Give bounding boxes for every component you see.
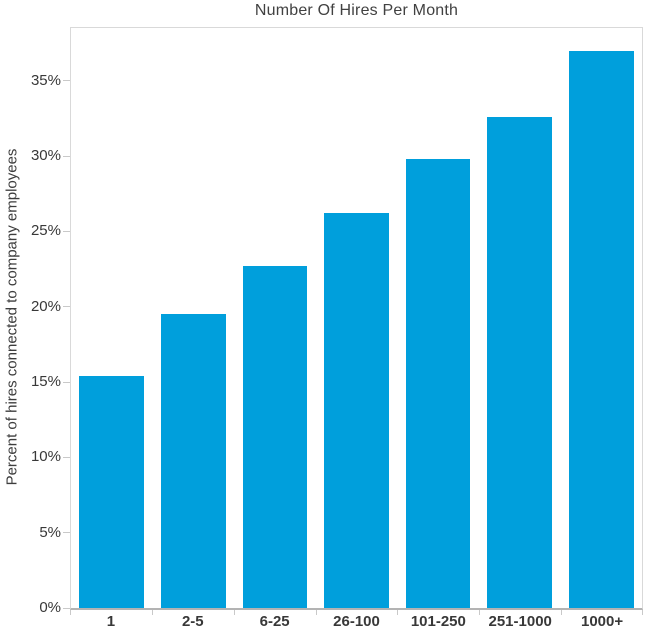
- y-tick-label: 5%: [39, 523, 61, 541]
- bar-26-100: [324, 213, 389, 608]
- x-tick-label: 1000+: [580, 613, 624, 630]
- y-tick-mark: [63, 306, 70, 308]
- bar-2-5: [160, 314, 226, 608]
- x-tick-mark: [479, 610, 481, 615]
- bar-slot-101-250: [397, 28, 479, 608]
- y-tick-label: 20%: [30, 297, 61, 315]
- y-axis-title: Percent of hires connected to company em…: [3, 148, 21, 486]
- y-tick-mark: [63, 532, 70, 534]
- bar-101-250: [405, 159, 471, 608]
- y-tick-label: 15%: [30, 373, 61, 391]
- bar-1: [79, 376, 145, 608]
- bar-slot-26-100: [316, 28, 398, 608]
- x-tick-mark: [561, 610, 563, 615]
- bar-slot-251-1000: [479, 28, 561, 608]
- bar-1000+: [568, 50, 634, 608]
- y-tick-label: 30%: [30, 147, 61, 165]
- y-tick-label: 25%: [30, 222, 61, 240]
- x-tick-mark: [315, 610, 317, 615]
- bar-slot-2-5: [153, 28, 235, 608]
- chart-title: Number Of Hires Per Month: [254, 2, 459, 19]
- bar-slot-1000+: [560, 28, 642, 608]
- x-tick-label: 6-25: [259, 613, 290, 630]
- y-tick-mark: [63, 80, 70, 82]
- y-tick-mark: [63, 230, 70, 232]
- y-tick-mark: [63, 381, 70, 383]
- x-tick-label: 101-250: [410, 613, 466, 630]
- y-tick-label: 10%: [30, 448, 61, 466]
- bar-slot-6-25: [234, 28, 316, 608]
- bar-6-25: [242, 266, 308, 608]
- bar-slot-1: [71, 28, 153, 608]
- bar-251-1000: [487, 116, 553, 608]
- y-tick-mark: [63, 607, 70, 609]
- x-tick-mark: [233, 610, 235, 615]
- y-tick-mark: [63, 155, 70, 157]
- x-tick-label: 1: [106, 613, 116, 630]
- plot-area: [70, 27, 643, 610]
- bars-container: [71, 28, 642, 608]
- x-tick-mark: [397, 610, 399, 615]
- x-tick-label: 2-5: [181, 613, 204, 630]
- y-tick-label: 0%: [39, 599, 61, 616]
- x-tick-label: 26-100: [333, 613, 380, 630]
- x-tick-mark: [642, 610, 643, 615]
- x-tick-mark: [70, 610, 71, 615]
- y-tick-mark: [63, 456, 70, 458]
- x-tick-mark: [151, 610, 153, 615]
- x-tick-label: 251-1000: [488, 613, 552, 630]
- y-tick-label: 35%: [30, 71, 61, 89]
